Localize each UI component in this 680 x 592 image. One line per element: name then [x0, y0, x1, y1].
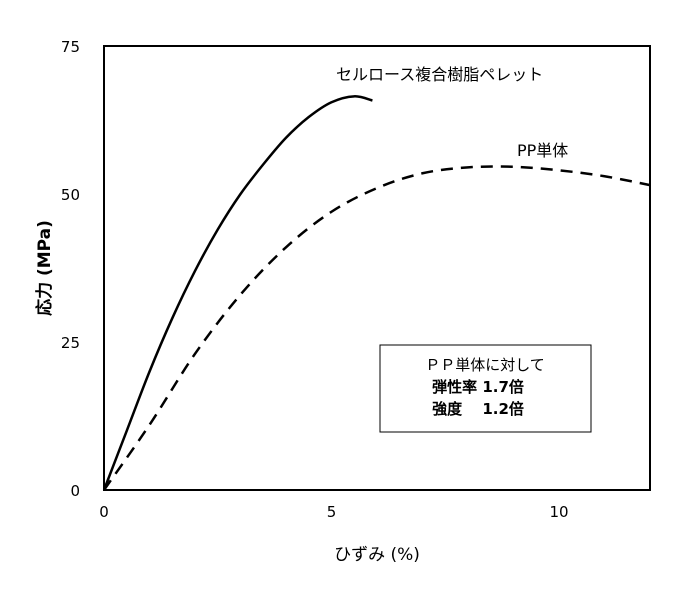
y-tick-label: 50	[61, 186, 80, 204]
series-line-1	[102, 165, 651, 491]
annotation-line-2: 弾性率 1.7倍	[432, 378, 524, 396]
series-label-pp: PP単体	[517, 141, 568, 160]
x-tick-label: 0	[99, 503, 109, 521]
plot-frame	[103, 45, 651, 491]
series-label-cellulose: セルロース複合樹脂ペレット	[336, 65, 543, 84]
annotation-line-1: ＰＰ単体に対して	[425, 356, 545, 374]
y-tick-label: 0	[70, 482, 80, 500]
y-axis-label: 応力 (MPa)	[34, 220, 55, 316]
y-tick-label: 25	[61, 334, 80, 352]
x-tick-label: 5	[327, 503, 337, 521]
series-line-0	[102, 95, 373, 491]
annotation-box	[379, 344, 592, 433]
y-tick-label: 75	[61, 38, 80, 56]
x-axis-label: ひずみ (%)	[334, 545, 420, 565]
x-tick-label: 10	[549, 503, 568, 521]
annotation-line-3: 強度 1.2倍	[432, 400, 524, 418]
